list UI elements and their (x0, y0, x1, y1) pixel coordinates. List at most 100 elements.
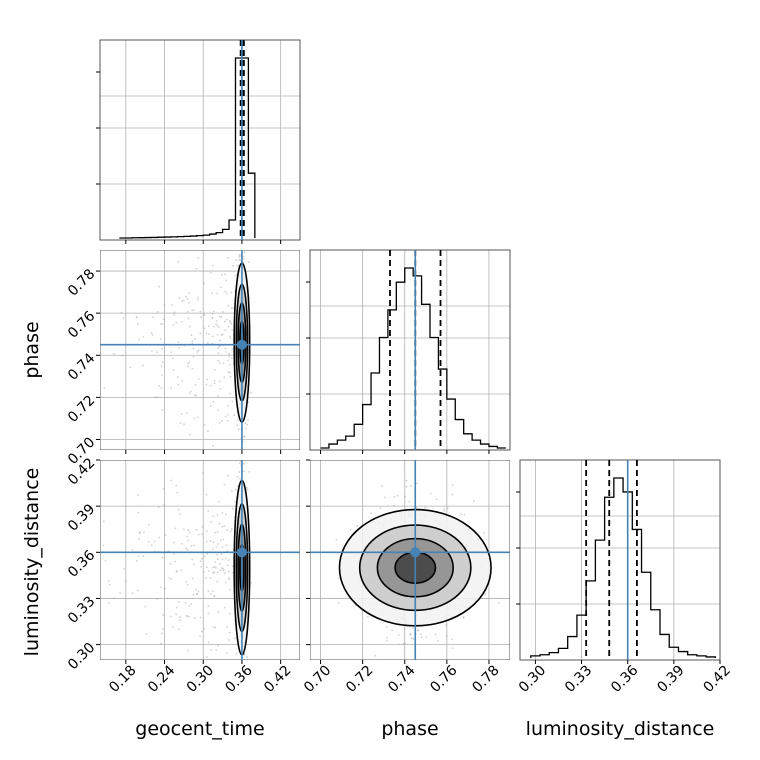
scatter-point (161, 408, 164, 411)
scatter-point (415, 506, 418, 509)
scatter-point (227, 352, 230, 355)
scatter-point (104, 559, 107, 562)
scatter-point (174, 527, 177, 530)
scatter-point (173, 311, 176, 314)
scatter-point (218, 345, 220, 348)
scatter-point (180, 569, 183, 572)
scatter-point (227, 325, 230, 328)
scatter-point (385, 626, 388, 628)
scatter-point (229, 337, 232, 339)
scatter-point (199, 332, 202, 335)
scatter-point (227, 639, 230, 641)
scatter-point (191, 340, 194, 343)
scatter-point (212, 335, 214, 338)
scatter-point (232, 307, 235, 310)
scatter-point (138, 338, 140, 341)
y-tick-label: 0.78 (65, 266, 98, 299)
scatter-point (210, 649, 213, 652)
scatter-point (207, 430, 209, 433)
scatter-point (150, 350, 153, 352)
scatter-point (170, 578, 173, 581)
scatter-point (212, 566, 215, 569)
scatter-point (219, 286, 222, 289)
scatter-point (213, 571, 216, 574)
scatter-point (160, 387, 163, 390)
scatter-point (482, 532, 485, 535)
scatter-point (246, 488, 249, 491)
scatter-point (212, 590, 214, 593)
scatter-point (242, 261, 245, 263)
scatter-point (186, 535, 189, 538)
x-axis-label-geocent-time: geocent_time (135, 718, 264, 740)
scatter-point (243, 435, 246, 438)
scatter-point (241, 455, 243, 457)
scatter-point (188, 325, 191, 328)
scatter-point (225, 544, 228, 546)
scatter-point (445, 635, 448, 637)
scatter-point (243, 435, 246, 438)
scatter-point (213, 325, 216, 328)
scatter-point (248, 471, 251, 473)
scatter-point (200, 630, 203, 633)
scatter-point (223, 483, 226, 486)
scatter-point (191, 309, 194, 312)
x-tick-label: 0.36 (608, 662, 641, 695)
scatter-point (157, 384, 160, 387)
scatter-point (214, 531, 217, 534)
scatter-point (169, 563, 172, 565)
scatter-point (217, 409, 220, 412)
scatter-point (246, 423, 249, 426)
scatter-point (201, 557, 203, 560)
x-tick-label: 0.30 (516, 662, 549, 695)
scatter-point (175, 321, 178, 324)
scatter-point (234, 501, 236, 503)
scatter-point (177, 341, 180, 344)
scatter-point (393, 495, 396, 498)
scatter-point (230, 306, 233, 309)
scatter-point (236, 475, 239, 478)
scatter-point (182, 299, 185, 302)
scatter-point (191, 558, 194, 561)
scatter-point (153, 540, 156, 543)
scatter-point (451, 647, 454, 650)
scatter-point (192, 355, 195, 358)
scatter-panel-geocent_time-luminosity_distance: 0.18 0.24 0.30 0.36 0.420.300.330.360.390.42 (65, 449, 300, 696)
scatter-point (194, 384, 197, 386)
scatter-panel-phase-luminosity_distance: 0.70 0.72 0.74 0.76 0.78 (301, 459, 510, 696)
scatter-point (206, 566, 208, 569)
scatter-point (113, 352, 116, 355)
panel-content (100, 250, 300, 457)
scatter-point (173, 553, 175, 555)
scatter-point (205, 383, 208, 386)
scatter-point (410, 637, 413, 640)
scatter-point (212, 400, 215, 403)
scatter-point (226, 625, 229, 628)
scatter-point (386, 639, 389, 642)
scatter-point (212, 594, 215, 597)
scatter-point (164, 587, 166, 590)
scatter-point (206, 378, 209, 381)
scatter-point (150, 331, 153, 334)
scatter-point (122, 317, 125, 320)
scatter-point (231, 449, 233, 451)
scatter-point (443, 508, 446, 510)
scatter-point (435, 498, 438, 501)
scatter-point (227, 256, 229, 259)
x-tick-label: 0.36 (222, 662, 255, 695)
scatter-point (221, 525, 224, 528)
scatter-point (374, 654, 377, 657)
x-axis-label-luminosity-distance: luminosity_distance (526, 718, 715, 740)
scatter-point (217, 347, 219, 350)
scatter-point (147, 540, 150, 543)
scatter-point (159, 586, 162, 589)
scatter-point (221, 511, 224, 514)
scatter-point (227, 570, 230, 573)
scatter-point (219, 421, 221, 424)
scatter-point (197, 590, 200, 593)
scatter-point (175, 606, 178, 609)
scatter-point (199, 310, 202, 313)
scatter-point (205, 540, 208, 543)
scatter-point (129, 366, 132, 369)
scatter-point (238, 253, 241, 256)
